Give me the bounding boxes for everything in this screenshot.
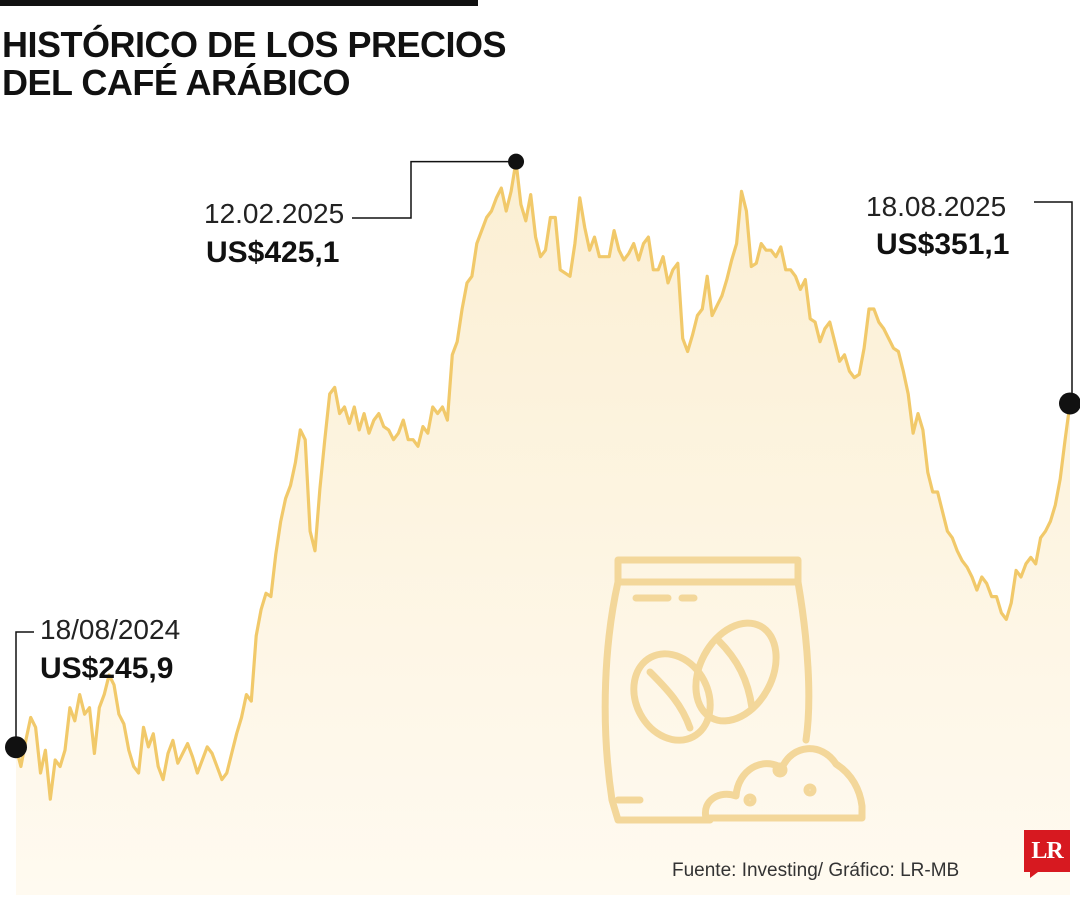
lr-logo-text: LR <box>1031 838 1063 864</box>
coffee-bag-icon <box>601 556 866 824</box>
end-value-label: US$351,1 <box>876 228 1010 261</box>
start-leader-line <box>15 631 34 748</box>
source-note: Fuente: Investing/ Gráfico: LR-MB <box>672 860 960 881</box>
peak-leader-line <box>352 160 517 219</box>
lr-logo-shape <box>1024 830 1070 878</box>
lr-logo: LR <box>1024 830 1070 878</box>
start-point-marker <box>5 736 27 759</box>
end-point-marker <box>1059 392 1080 415</box>
peak-value-label: US$425,1 <box>206 236 340 269</box>
top-rule <box>0 0 478 6</box>
price-area <box>16 161 1070 896</box>
chart-title-line-1: HISTÓRICO DE LOS PRECIOS <box>2 24 507 65</box>
start-date-label: 18/08/2024 <box>40 614 181 645</box>
price-line <box>14 160 1072 801</box>
chart-title: HISTÓRICO DE LOS PRECIOS DEL CAFÉ ARÁBIC… <box>2 26 522 102</box>
chart-title-line-2: DEL CAFÉ ARÁBICO <box>2 62 351 103</box>
end-leader-line <box>1034 201 1073 404</box>
start-value-label: US$245,9 <box>40 652 174 685</box>
peak-date-label: 12.02.2025 <box>204 198 345 229</box>
peak-point-marker <box>508 153 525 170</box>
end-date-label: 18.08.2025 <box>866 191 1007 222</box>
